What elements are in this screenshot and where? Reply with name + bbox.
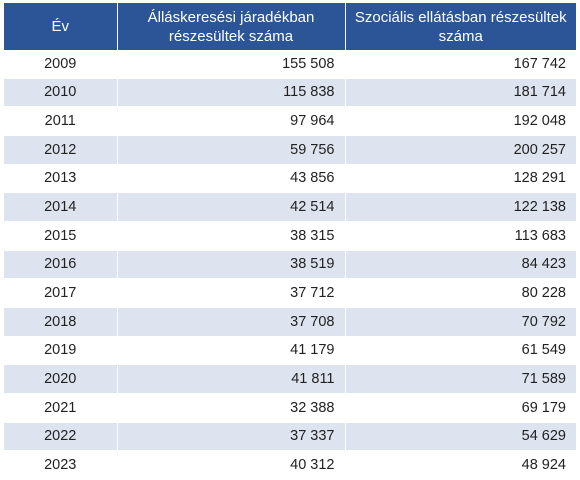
header-social-benefit: Szociális ellátásban részesültek száma [345,3,576,50]
table-row: 2015 38 315 113 683 [4,221,576,251]
cell-year: 2017 [4,278,118,308]
cell-unemployment-benefit: 97 964 [116,106,346,136]
cell-social-benefit: 48 924 [344,450,576,480]
table-row: 2009 155 508 167 742 [4,50,576,79]
cell-social-benefit: 71 589 [345,364,576,394]
cell-social-benefit: 70 792 [345,307,576,337]
cell-unemployment-benefit: 155 508 [116,50,346,79]
cell-social-benefit: 167 742 [344,50,576,79]
table-row: 2020 41 811 71 589 [4,364,576,394]
table-row: 2018 37 708 70 792 [4,307,576,337]
table-row: 2017 37 712 80 228 [4,278,576,308]
cell-social-benefit: 84 423 [345,250,576,279]
table-row: 2016 38 519 84 423 [4,250,576,279]
table-row: 2021 32 388 69 179 [4,393,576,423]
cell-year: 2010 [4,78,118,107]
cell-unemployment-benefit: 43 856 [116,164,346,193]
cell-social-benefit: 200 257 [345,135,576,165]
cell-year: 2016 [4,250,118,279]
table-header: Év Álláskeresési járadékban részesültek … [4,3,576,50]
cell-social-benefit: 128 291 [344,164,576,193]
table-row: 2023 40 312 48 924 [4,450,576,480]
cell-unemployment-benefit: 38 315 [116,221,346,251]
table-row: 2010 115 838 181 714 [4,78,576,107]
cell-social-benefit: 192 048 [344,106,576,136]
table-body: 2009 155 508 167 742 2010 115 838 181 714 2011… [4,50,576,480]
cell-unemployment-benefit: 37 712 [116,278,346,308]
cell-year: 2011 [4,106,118,136]
cell-social-benefit: 61 549 [344,336,576,365]
cell-unemployment-benefit: 41 811 [117,364,346,394]
cell-social-benefit: 181 714 [345,78,576,107]
cell-social-benefit: 80 228 [344,278,576,308]
table-row: 2014 42 514 122 138 [4,192,576,222]
cell-year: 2009 [4,50,118,79]
cell-year: 2020 [4,364,118,394]
header-row: Év Álláskeresési járadékban részesültek … [4,3,576,50]
data-table: Év Álláskeresési járadékban részesültek … [4,3,576,480]
cell-unemployment-benefit: 38 519 [117,250,346,279]
cell-social-benefit: 122 138 [345,192,576,222]
cell-year: 2013 [4,164,118,193]
cell-social-benefit: 113 683 [344,221,576,251]
table-row: 2019 41 179 61 549 [4,336,576,365]
cell-year: 2015 [4,221,118,251]
cell-year: 2012 [4,135,118,165]
table-row: 2013 43 856 128 291 [4,164,576,193]
cell-unemployment-benefit: 37 337 [117,422,346,451]
cell-unemployment-benefit: 32 388 [116,393,346,423]
header-unemployment-benefit: Álláskeresési járadékban részesültek szá… [117,3,346,50]
cell-social-benefit: 69 179 [344,393,576,423]
table-row: 2011 97 964 192 048 [4,106,576,136]
cell-unemployment-benefit: 37 708 [117,307,346,337]
cell-year: 2018 [4,307,118,337]
cell-unemployment-benefit: 41 179 [116,336,346,365]
cell-unemployment-benefit: 40 312 [116,450,346,480]
cell-unemployment-benefit: 115 838 [117,78,346,107]
cell-unemployment-benefit: 59 756 [117,135,346,165]
table-row: 2012 59 756 200 257 [4,135,576,165]
cell-year: 2023 [4,450,118,480]
cell-unemployment-benefit: 42 514 [117,192,346,222]
table-row: 2022 37 337 54 629 [4,422,576,451]
cell-social-benefit: 54 629 [345,422,576,451]
header-year: Év [4,3,118,50]
cell-year: 2014 [4,192,118,222]
cell-year: 2022 [4,422,118,451]
cell-year: 2019 [4,336,118,365]
cell-year: 2021 [4,393,118,423]
